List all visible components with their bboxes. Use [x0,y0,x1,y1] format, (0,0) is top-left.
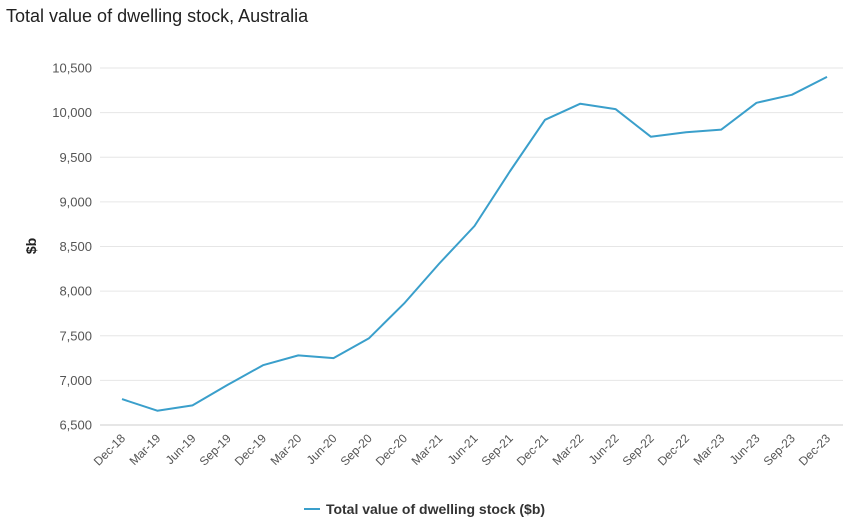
y-tick-label: 7,000 [59,373,92,388]
x-tick-label: Mar-22 [550,431,587,468]
chart-title: Total value of dwelling stock, Australia [6,6,309,26]
y-tick-label: 10,500 [52,61,92,76]
x-tick-label: Dec-21 [514,431,551,468]
gridlines [100,67,843,426]
legend-label: Total value of dwelling stock ($b) [325,501,546,517]
y-tick-label: 7,500 [59,328,92,343]
x-tick-label: Jun-23 [727,431,763,467]
y-tick-label: 6,500 [59,418,92,433]
legend-swatch [303,508,320,511]
x-tick-label: Sep-20 [338,431,375,468]
y-axis-tick-labels: 6,500 7,000 7,500 8,000 8,500 9,000 9,500 10,00… [52,61,92,433]
x-tick-label: Mar-19 [127,431,164,468]
x-tick-label: Jun-22 [586,431,622,467]
y-tick-label: 8,000 [59,284,92,299]
x-tick-label: Dec-19 [232,431,269,468]
x-tick-label: Mar-20 [268,431,305,468]
y-tick-label: 9,000 [59,194,92,209]
y-tick-label: 8,500 [59,239,92,254]
x-tick-label: Jun-20 [304,431,340,467]
x-tick-label: Sep-22 [620,431,657,468]
legend[interactable]: Total value of dwelling stock ($b) [0,501,849,517]
x-tick-label: Mar-21 [409,431,446,468]
x-tick-label: Dec-23 [796,431,833,468]
x-tick-label: Jun-19 [163,431,199,467]
series-line [121,76,828,412]
x-tick-label: Sep-19 [197,431,234,468]
x-tick-label: Mar-23 [691,431,728,468]
x-tick-label: Sep-21 [479,431,516,468]
x-tick-label: Sep-23 [761,431,798,468]
x-tick-label: Dec-18 [91,431,128,468]
y-tick-label: 9,500 [59,150,92,165]
x-tick-label: Dec-22 [655,431,692,468]
x-tick-label: Jun-21 [445,431,481,467]
y-tick-label: 10,000 [52,105,92,120]
x-tick-label: Dec-20 [373,431,410,468]
y-axis-label: $b [23,238,39,254]
